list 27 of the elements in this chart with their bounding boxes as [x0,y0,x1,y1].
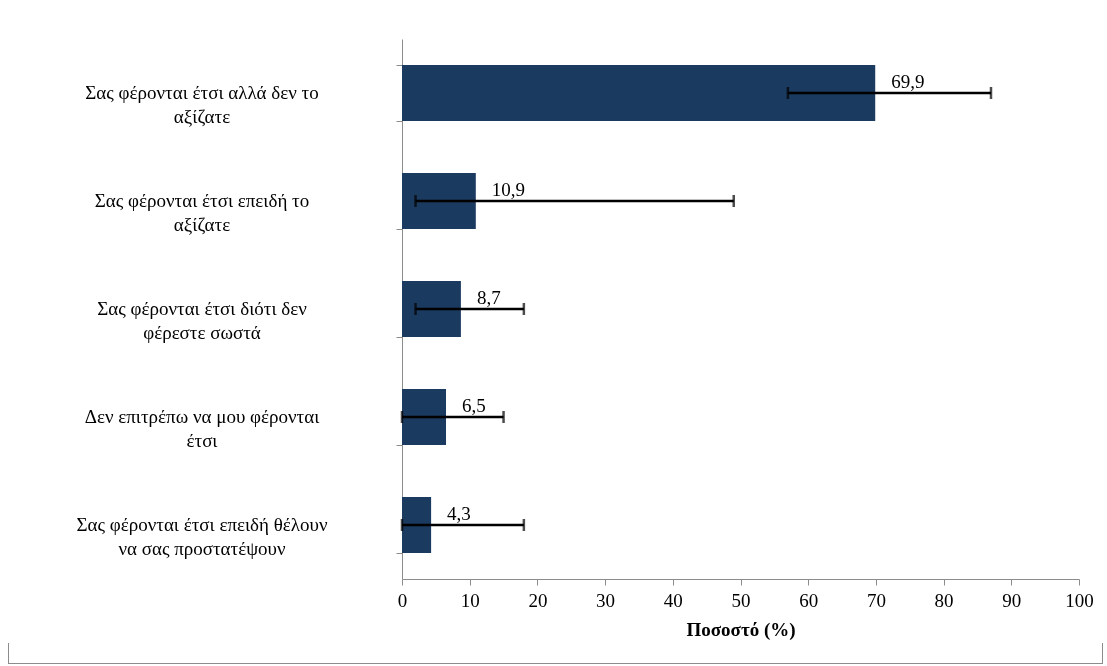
data-label: 10,9 [491,179,526,200]
x-tick-label: 10 [460,589,480,611]
x-tick-label: 100 [1065,589,1094,611]
y-tick-label: Σας φέρονται έτσι επειδή το αξίζατε [94,190,310,235]
x-tick-label: 80 [934,589,954,611]
bar [402,172,476,230]
x-tick-label: 50 [731,589,751,611]
y-tick-label: Σας φέρονται έτσι επειδή θέλουν να σας προστατέψουν [76,514,328,559]
bar [402,496,432,554]
y-tick-label: Σας φέρονται έτσι αλλά δεν το αξίζατε [85,82,319,127]
y-tick-label: Δεν επιτρέπω να μου φέρονται έτσι [84,406,321,451]
x-tick-label: 70 [866,589,886,611]
y-tick-label: Σας φέρονται έτσι διότι δεν φέρεστε σωστά [97,298,308,343]
x-tick-label: 90 [1002,589,1022,611]
bar [402,280,461,338]
data-label: 8,7 [476,287,501,308]
data-label: 6,5 [462,395,486,416]
bar [402,388,447,446]
x-axis-title: Ποσοστό (%) [686,618,796,641]
x-tick-label: 40 [663,589,683,611]
x-tick-label: 20 [528,589,548,611]
x-tick-label: 0 [397,589,408,611]
data-label: 4,3 [447,503,471,524]
bar [402,64,876,122]
x-tick-label: 30 [596,589,616,611]
x-tick-label: 60 [799,589,819,611]
data-label: 69,9 [891,71,925,92]
